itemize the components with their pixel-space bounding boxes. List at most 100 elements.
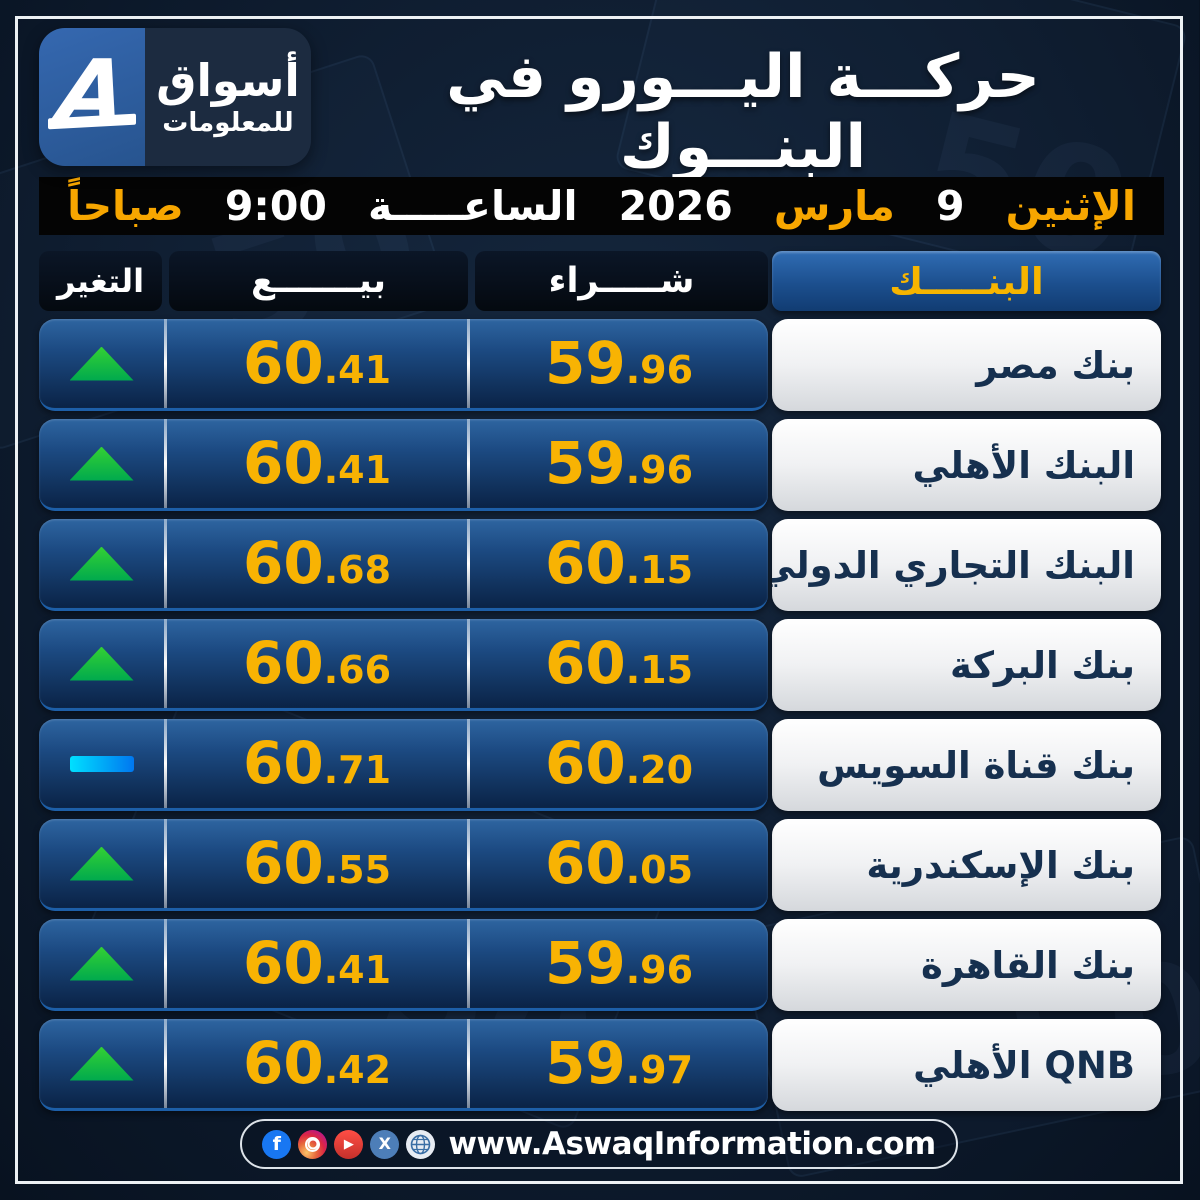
sell-price-cell: 60.41 — [168, 319, 468, 408]
buy-price-int: 59 — [545, 929, 627, 997]
change-cell — [40, 1019, 165, 1108]
brand-wordmark: أسواق للمعلومات — [146, 28, 312, 166]
change-cell — [40, 719, 165, 808]
brand-logo-icon: A — [40, 28, 146, 166]
change-indicator-icon — [70, 946, 135, 981]
buy-price-int: 60 — [545, 629, 627, 697]
am-label: صباحاً — [68, 182, 185, 230]
table-row: البنك الأهلي 59.96 60.41 — [40, 419, 1162, 511]
table-row: بنك البركة 60.15 60.66 — [40, 619, 1162, 711]
column-divider — [165, 419, 168, 508]
buy-price-cell: 60.20 — [471, 719, 769, 808]
buy-price-dec: .97 — [626, 1048, 695, 1092]
bank-name: بنك قناة السويس — [818, 743, 1136, 787]
buy-price-int: 60 — [545, 529, 627, 597]
page-title: حركـــة اليـــورو في البنـــوك — [447, 42, 1041, 182]
buy-price-cell: 59.96 — [471, 419, 769, 508]
column-header-bank: البنـــــك — [773, 251, 1162, 311]
buy-price-int: 60 — [545, 729, 627, 797]
rates-group: 60.15 60.68 — [40, 519, 769, 611]
bank-name-cell: بنك قناة السويس — [773, 719, 1162, 811]
sell-price-dec: .66 — [324, 648, 393, 692]
sell-price-dec: .42 — [324, 1048, 393, 1092]
bank-name-cell: بنك الإسكندرية — [773, 819, 1162, 911]
table-row: QNB الأهلي 59.97 60.42 — [40, 1019, 1162, 1111]
buy-price-int: 59 — [545, 429, 627, 497]
buy-price-int: 60 — [545, 829, 627, 897]
sell-price-int: 60 — [243, 729, 325, 797]
youtube-icon[interactable]: ▶ — [335, 1129, 365, 1159]
border-frame — [16, 16, 1184, 1184]
bank-name: QNB الأهلي — [914, 1043, 1136, 1087]
bank-name-cell: البنك الأهلي — [773, 419, 1162, 511]
rates-group: 59.96 60.41 — [40, 319, 769, 411]
buy-price-cell: 60.15 — [471, 519, 769, 608]
column-divider — [468, 819, 471, 908]
facebook-icon[interactable]: f — [263, 1129, 293, 1159]
sell-price-int: 60 — [243, 1029, 325, 1097]
rates-group: 59.97 60.42 — [40, 1019, 769, 1111]
rates-group: 60.20 60.71 — [40, 719, 769, 811]
globe-icon[interactable] — [407, 1129, 437, 1159]
change-cell — [40, 419, 165, 508]
column-divider — [468, 519, 471, 608]
column-divider — [165, 819, 168, 908]
buy-price-cell: 60.15 — [471, 619, 769, 708]
x-icon[interactable]: X — [371, 1129, 401, 1159]
column-divider — [468, 419, 471, 508]
column-divider — [468, 619, 471, 708]
change-indicator-icon — [70, 446, 135, 481]
buy-price-cell: 59.97 — [471, 1019, 769, 1108]
column-header-buy: شـــــراء — [476, 251, 769, 311]
rates-table: بنك مصر 59.96 60.41 البنك الأهلي — [40, 319, 1162, 1119]
bank-name: البنك التجاري الدولي — [773, 543, 1136, 587]
change-indicator-icon — [70, 546, 135, 581]
bank-name: بنك القاهرة — [922, 943, 1136, 987]
footer: f ▶ X www.AswaqInformation.com — [0, 1119, 1200, 1169]
website-pill[interactable]: f ▶ X www.AswaqInformation.com — [241, 1119, 959, 1169]
sell-price-int: 60 — [243, 629, 325, 697]
brand-name: أسواق — [157, 53, 301, 107]
bank-name: بنك مصر — [977, 343, 1136, 387]
change-cell — [40, 519, 165, 608]
column-divider — [165, 319, 168, 408]
buy-price-int: 59 — [545, 1029, 627, 1097]
column-divider — [468, 919, 471, 1008]
rates-group: 59.96 60.41 — [40, 419, 769, 511]
day-number: 9 — [936, 182, 966, 230]
bank-name: بنك البركة — [951, 643, 1136, 687]
sell-price-dec: .41 — [324, 448, 393, 492]
price-header-group: شـــــراء بيـــــــع التغير — [40, 251, 769, 311]
sell-price-cell: 60.41 — [168, 919, 468, 1008]
sell-price-dec: .41 — [324, 948, 393, 992]
year-label: 2026 — [619, 182, 734, 230]
change-cell — [40, 319, 165, 408]
month-label: مارس — [774, 182, 896, 230]
sell-price-cell: 60.41 — [168, 419, 468, 508]
sell-price-int: 60 — [243, 529, 325, 597]
buy-price-dec: .96 — [626, 348, 695, 392]
bank-name-cell: بنك البركة — [773, 619, 1162, 711]
buy-price-cell: 59.96 — [471, 319, 769, 408]
sell-price-int: 60 — [243, 829, 325, 897]
instagram-icon[interactable] — [299, 1129, 329, 1159]
sell-price-cell: 60.68 — [168, 519, 468, 608]
change-indicator-icon — [70, 1046, 135, 1081]
change-cell — [40, 819, 165, 908]
sell-price-dec: .41 — [324, 348, 393, 392]
sell-price-dec: .71 — [324, 748, 393, 792]
change-indicator-icon — [70, 755, 135, 772]
table-row: بنك الإسكندرية 60.05 60.55 — [40, 819, 1162, 911]
buy-price-int: 59 — [545, 329, 627, 397]
bank-name: البنك الأهلي — [913, 443, 1136, 487]
website-url[interactable]: www.AswaqInformation.com — [449, 1126, 937, 1162]
column-divider — [165, 919, 168, 1008]
buy-price-dec: .05 — [626, 848, 695, 892]
sell-price-dec: .68 — [324, 548, 393, 592]
rates-group: 59.96 60.41 — [40, 919, 769, 1011]
buy-price-dec: .96 — [626, 948, 695, 992]
rates-group: 60.15 60.66 — [40, 619, 769, 711]
globe-glyph — [412, 1134, 432, 1154]
buy-price-cell: 59.96 — [471, 919, 769, 1008]
